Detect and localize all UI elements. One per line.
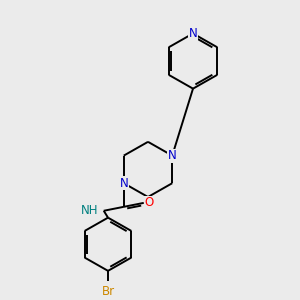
Text: O: O	[144, 196, 153, 209]
Text: N: N	[168, 149, 177, 162]
Text: NH: NH	[81, 204, 99, 217]
Text: Br: Br	[101, 285, 115, 298]
Text: N: N	[189, 27, 197, 40]
Text: N: N	[119, 177, 128, 190]
